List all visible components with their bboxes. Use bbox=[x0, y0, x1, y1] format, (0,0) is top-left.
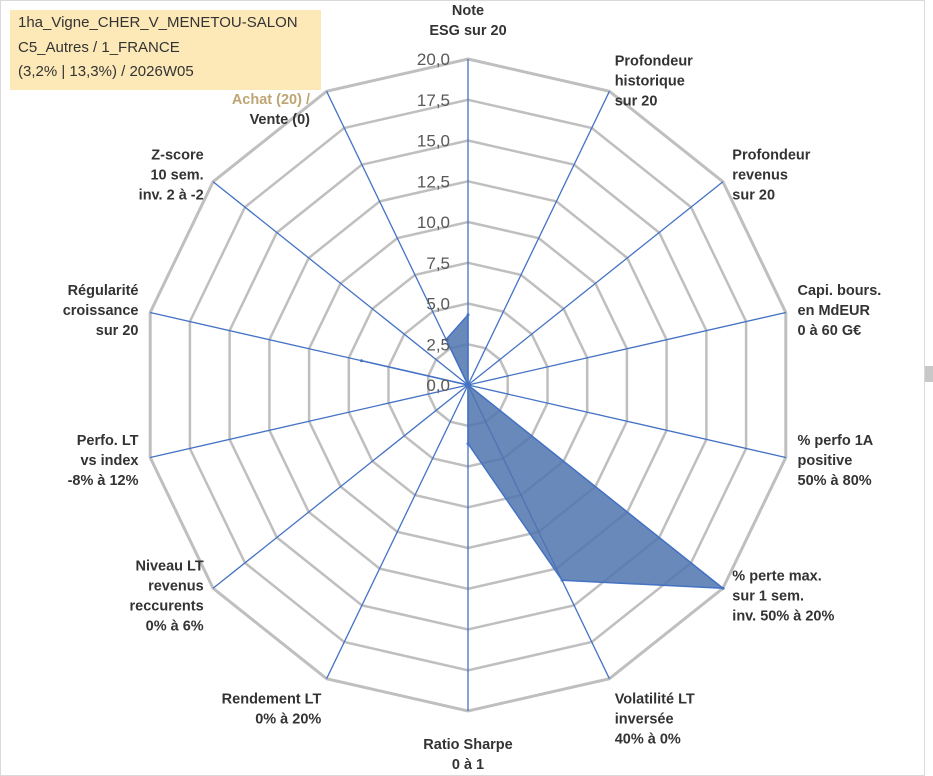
axis-label: inv. 50% à 20% bbox=[732, 609, 834, 625]
axis-label: 0 à 1 bbox=[452, 757, 484, 773]
axis-spoke bbox=[326, 384, 469, 679]
axis-label: croissance bbox=[63, 303, 139, 319]
axis-label: Profondeur bbox=[732, 147, 810, 163]
chart-header-box: 1ha_Vigne_CHER_V_MENETOU-SALON C5_Autres… bbox=[10, 10, 321, 90]
axis-label: Profondeur bbox=[615, 54, 693, 70]
axis-label: % perfo 1A bbox=[798, 433, 874, 449]
axis-label: Volatilité LT bbox=[615, 692, 695, 708]
axis-spoke bbox=[150, 384, 469, 459]
r-tick-label: 20,0 bbox=[417, 50, 450, 69]
r-tick-label: 15,0 bbox=[417, 132, 450, 151]
axis-label: vs index bbox=[80, 453, 138, 469]
vertical-scrollbar-thumb[interactable] bbox=[925, 366, 933, 382]
axis-label: ESG sur 20 bbox=[429, 23, 506, 39]
axis-label: 10 sem. bbox=[150, 167, 203, 183]
axis-label: Perfo. LT bbox=[77, 433, 139, 449]
data-point bbox=[466, 383, 470, 387]
header-line-1: 1ha_Vigne_CHER_V_MENETOU-SALON bbox=[18, 14, 298, 31]
header-line-3: (3,2% | 13,3%) / 2026W05 bbox=[18, 63, 194, 80]
axis-label: sur 1 sem. bbox=[732, 589, 804, 605]
axis-spoke bbox=[326, 91, 469, 386]
axis-label: Capi. bours. bbox=[798, 283, 882, 299]
r-tick-label: 5,0 bbox=[426, 295, 450, 314]
axis-label: 50% à 80% bbox=[798, 473, 872, 489]
data-point bbox=[444, 338, 448, 341]
axis-label: sur 20 bbox=[732, 187, 775, 203]
axis-label: inv. 2 à -2 bbox=[139, 187, 204, 203]
header-line-2: C5_Autres / 1_FRANCE bbox=[18, 39, 180, 56]
data-point bbox=[466, 442, 470, 446]
axis-label: positive bbox=[798, 453, 853, 469]
axis-label: Niveau LT bbox=[135, 559, 203, 575]
axis-label: Ratio Sharpe bbox=[423, 737, 512, 753]
axis-label: % perte max. bbox=[732, 569, 821, 585]
axis-label: 40% à 0% bbox=[615, 732, 681, 748]
axis-label: 0% à 20% bbox=[255, 712, 321, 728]
axis-spoke bbox=[467, 311, 786, 386]
data-point bbox=[466, 313, 470, 317]
r-tick-label: 10,0 bbox=[417, 213, 450, 232]
data-point bbox=[360, 359, 363, 363]
axis-label: reccurents bbox=[130, 599, 204, 615]
r-tick-label: 7,5 bbox=[426, 254, 450, 273]
axis-label: Note bbox=[452, 3, 484, 19]
axis-spoke bbox=[467, 91, 610, 386]
axis-label: revenus bbox=[732, 167, 788, 183]
data-point bbox=[560, 578, 564, 582]
axis-label: revenus bbox=[148, 579, 204, 595]
axis-label: 0 à 60 G€ bbox=[798, 323, 862, 339]
axis-label: 0% à 6% bbox=[146, 619, 204, 635]
axis-label: Achat (20) / bbox=[232, 92, 310, 108]
r-tick-label: 0,0 bbox=[426, 376, 450, 395]
axis-label: Z-score bbox=[151, 147, 203, 163]
axis-label: Rendement LT bbox=[222, 692, 322, 708]
axis-label: sur 20 bbox=[96, 323, 139, 339]
r-tick-label: 17,5 bbox=[417, 91, 450, 110]
axis-label: -8% à 12% bbox=[68, 473, 139, 489]
axis-label: sur 20 bbox=[615, 94, 658, 110]
series-area bbox=[361, 312, 726, 590]
axis-label: Vente (0) bbox=[250, 112, 311, 128]
axis-spoke bbox=[212, 181, 469, 386]
axis-label: historique bbox=[615, 74, 685, 90]
axis-spoke bbox=[467, 384, 786, 459]
axis-spoke bbox=[467, 181, 724, 386]
axis-label: Régularité bbox=[68, 283, 139, 299]
axis-spoke bbox=[212, 384, 469, 589]
r-tick-label: 12,5 bbox=[417, 172, 450, 191]
r-tick-label: 2,5 bbox=[426, 335, 450, 354]
axis-label: inversée bbox=[615, 712, 674, 728]
vertical-scrollbar[interactable] bbox=[925, 0, 933, 776]
axis-label: en MdEUR bbox=[798, 303, 871, 319]
data-point bbox=[721, 586, 725, 590]
